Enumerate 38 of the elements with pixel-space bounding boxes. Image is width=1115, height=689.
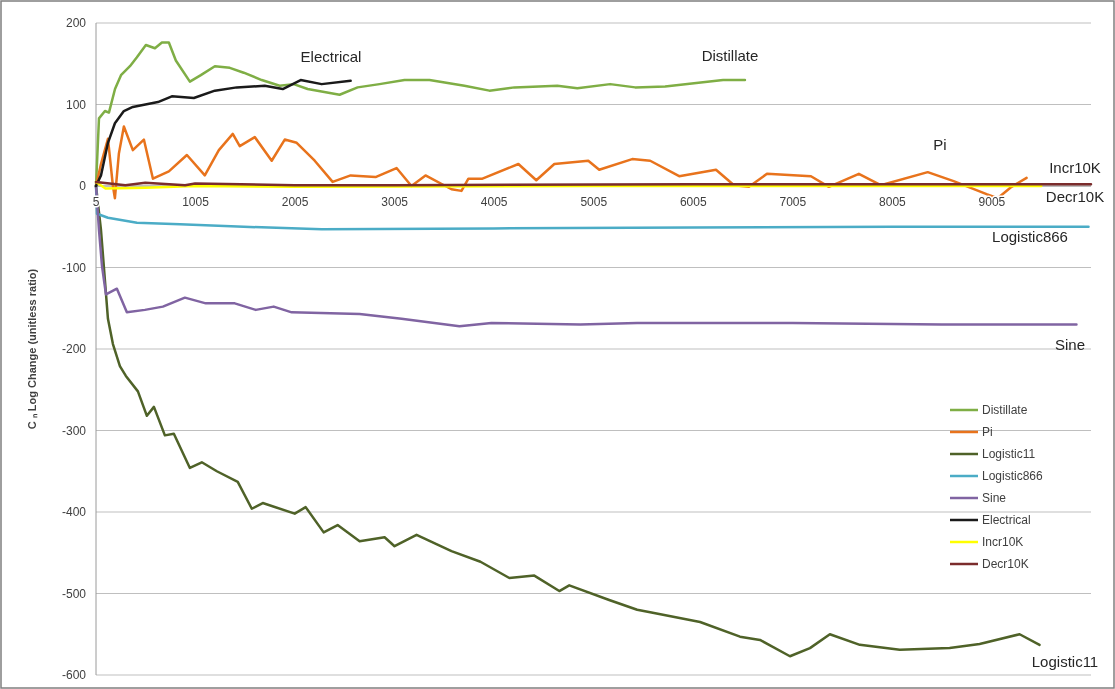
legend-label: Incr10K — [982, 535, 1024, 550]
annotation: Electrical — [300, 48, 362, 66]
annotation: Pi — [933, 136, 947, 154]
x-tick-halo: 5005 — [580, 195, 608, 209]
legend-label: Logistic866 — [982, 469, 1044, 484]
x-tick-halo: 9005 — [978, 195, 1006, 209]
y-tick-label: -100 — [61, 260, 87, 275]
x-tick-halo: 1005 — [182, 195, 209, 209]
annotation: Logistic866 — [992, 228, 1068, 246]
legend-label: Decr10K — [982, 557, 1029, 572]
y-tick-label: -200 — [61, 342, 87, 357]
y-tick-label: 200 — [65, 16, 87, 31]
x-tick-halo: 4005 — [480, 195, 508, 209]
y-axis-title: C ₙ Log Change (unitless ratio) — [26, 268, 38, 430]
line-series — [94, 180, 1043, 190]
legend-label: Logistic11 — [982, 447, 1036, 462]
x-tick-halo: 5 — [92, 195, 100, 209]
annotation: Logistic11 — [1031, 653, 1099, 671]
legend-label: Pi — [982, 425, 993, 440]
x-tick-halo: 7005 — [779, 195, 807, 209]
y-tick-label: -600 — [61, 668, 87, 683]
x-tick-halo: 3005 — [381, 195, 408, 209]
legend-label: Distillate — [982, 403, 1028, 418]
annotation: Incr10K — [1049, 159, 1101, 177]
annotation: Sine — [1054, 336, 1086, 354]
y-tick-label: 100 — [65, 97, 87, 112]
y-tick-label: -500 — [61, 586, 87, 601]
annotation: Decr10K — [1045, 188, 1105, 206]
x-tick-halo: 6005 — [679, 195, 707, 209]
legend-label: Sine — [982, 491, 1007, 506]
line-series — [94, 78, 352, 188]
legend-label: Electrical — [982, 513, 1031, 528]
x-tick-halo: 2005 — [281, 195, 309, 209]
annotation: Distillate — [701, 47, 759, 65]
y-tick-label: -300 — [61, 423, 87, 438]
y-tick-label: 0 — [79, 179, 87, 194]
y-tick-label: -400 — [61, 505, 87, 520]
x-tick-halo: 8005 — [879, 195, 906, 209]
